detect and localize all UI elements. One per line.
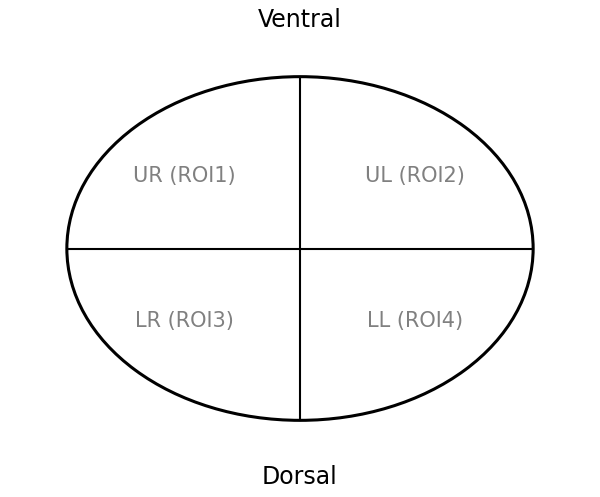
Text: LL (ROI4): LL (ROI4) (367, 311, 463, 331)
Text: UR (ROI1): UR (ROI1) (133, 166, 236, 186)
Text: LR (ROI3): LR (ROI3) (136, 311, 234, 331)
Text: UL (ROI2): UL (ROI2) (365, 166, 465, 186)
Text: Ventral: Ventral (258, 8, 342, 32)
Text: Dorsal: Dorsal (262, 465, 338, 489)
